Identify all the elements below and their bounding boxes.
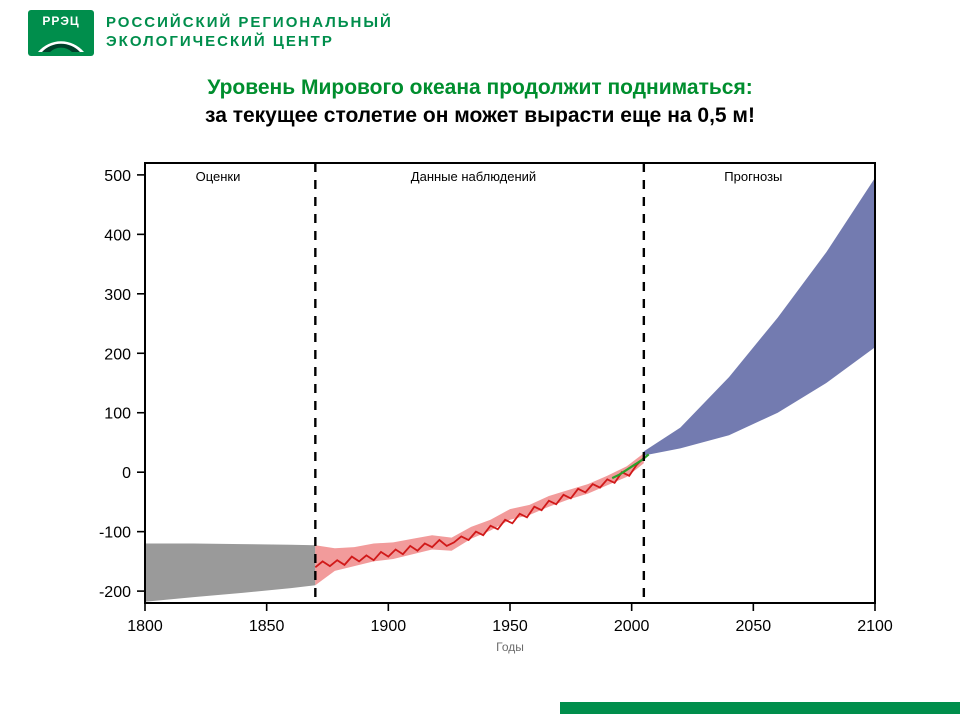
logo-acronym: РРЭЦ — [42, 14, 79, 28]
title-block: Уровень Мирового океана продолжит подним… — [0, 74, 960, 131]
org-name: РОССИЙСКИЙ РЕГИОНАЛЬНЫЙ ЭКОЛОГИЧЕСКИЙ ЦЕ… — [106, 14, 393, 52]
svg-text:200: 200 — [104, 346, 131, 363]
svg-text:Оценки: Оценки — [196, 169, 241, 184]
svg-text:1800: 1800 — [127, 618, 163, 635]
title-line1: Уровень Мирового океана продолжит подним… — [0, 74, 960, 102]
svg-text:2000: 2000 — [614, 618, 650, 635]
svg-text:Прогнозы: Прогнозы — [724, 169, 782, 184]
logo-badge: РРЭЦ — [28, 10, 94, 56]
header: РРЭЦ РОССИЙСКИЙ РЕГИОНАЛЬНЫЙ ЭКОЛОГИЧЕСК… — [0, 0, 960, 56]
chart-svg: -200 -100 0 100 200 300 400 500 1800 1850 1900 1950… — [65, 143, 895, 663]
org-line1: РОССИЙСКИЙ РЕГИОНАЛЬНЫЙ — [106, 14, 393, 33]
svg-text:Годы: Годы — [496, 640, 524, 654]
svg-text:100: 100 — [104, 405, 131, 422]
svg-text:1900: 1900 — [371, 618, 407, 635]
svg-text:400: 400 — [104, 227, 131, 244]
svg-text:1850: 1850 — [249, 618, 285, 635]
svg-text:0: 0 — [122, 465, 131, 482]
org-line2: ЭКОЛОГИЧЕСКИЙ ЦЕНТР — [106, 33, 393, 52]
svg-text:500: 500 — [104, 168, 131, 185]
svg-text:1950: 1950 — [492, 618, 528, 635]
title-line2: за текущее столетие он может вырасти еще… — [0, 102, 960, 130]
svg-text:-200: -200 — [99, 584, 131, 601]
logo-arc-icon — [36, 32, 86, 54]
svg-text:300: 300 — [104, 286, 131, 303]
svg-text:Данные наблюдений: Данные наблюдений — [411, 169, 536, 184]
svg-text:2100: 2100 — [857, 618, 893, 635]
footer-accent — [560, 702, 960, 714]
svg-text:2050: 2050 — [736, 618, 772, 635]
svg-text:-100: -100 — [99, 524, 131, 541]
sea-level-chart: -200 -100 0 100 200 300 400 500 1800 1850 1900 1950… — [65, 143, 895, 663]
